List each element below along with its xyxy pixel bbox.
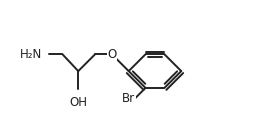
- Text: O: O: [107, 48, 117, 61]
- Text: H₂N: H₂N: [20, 48, 42, 61]
- Text: OH: OH: [69, 96, 87, 109]
- Text: Br: Br: [122, 92, 135, 105]
